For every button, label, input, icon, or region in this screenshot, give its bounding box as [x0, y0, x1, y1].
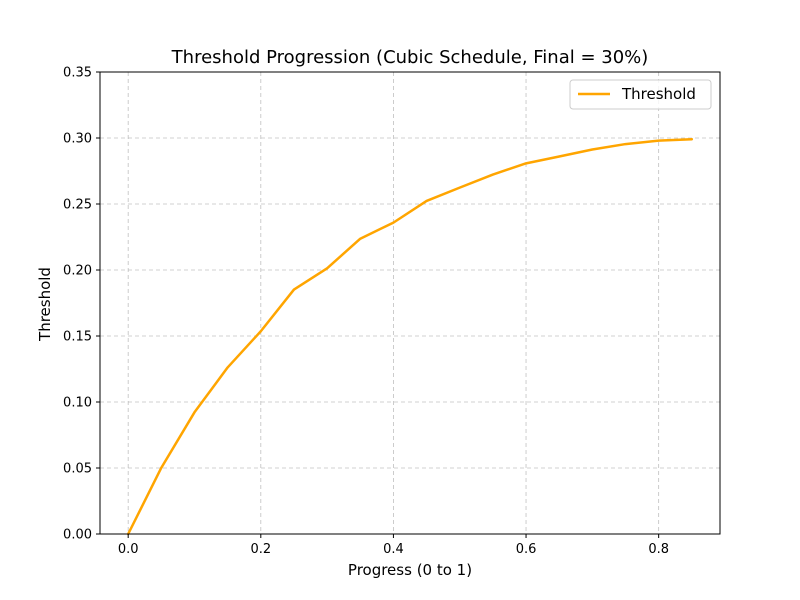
- x-tick-label: 0.4: [383, 542, 404, 557]
- x-axis-ticks: 0.0 0.2 0.4 0.6 0.8: [118, 534, 669, 557]
- y-tick-label: 0.05: [63, 462, 92, 477]
- y-tick-label: 0.15: [63, 330, 92, 345]
- legend-label-threshold: Threshold: [621, 85, 696, 103]
- grid-lines: [100, 71, 720, 535]
- series-layer: [126, 137, 694, 536]
- legend: Threshold: [569, 79, 712, 110]
- y-axis-label: Threshold: [36, 267, 54, 342]
- y-tick-label: 0.30: [63, 132, 92, 147]
- x-tick-label: 0.0: [118, 542, 139, 557]
- x-axis-label: Progress (0 to 1): [348, 561, 472, 579]
- plot-frame: [99, 71, 721, 535]
- chart-title: Threshold Progression (Cubic Schedule, F…: [171, 47, 649, 68]
- x-tick-label: 0.2: [250, 542, 271, 557]
- y-tick-label: 0.00: [63, 528, 92, 543]
- x-tick-label: 0.8: [648, 542, 669, 557]
- y-tick-label: 0.35: [63, 66, 92, 81]
- legend-box: [569, 79, 712, 110]
- y-tick-label: 0.10: [63, 396, 92, 411]
- y-tick-label: 0.20: [63, 264, 92, 279]
- y-axis-ticks: 0.00 0.05 0.10 0.15 0.20 0.25 0.30 0.35: [63, 66, 100, 543]
- x-tick-label: 0.6: [516, 542, 537, 557]
- y-tick-label: 0.25: [63, 198, 92, 213]
- series-line-threshold: [126, 137, 694, 536]
